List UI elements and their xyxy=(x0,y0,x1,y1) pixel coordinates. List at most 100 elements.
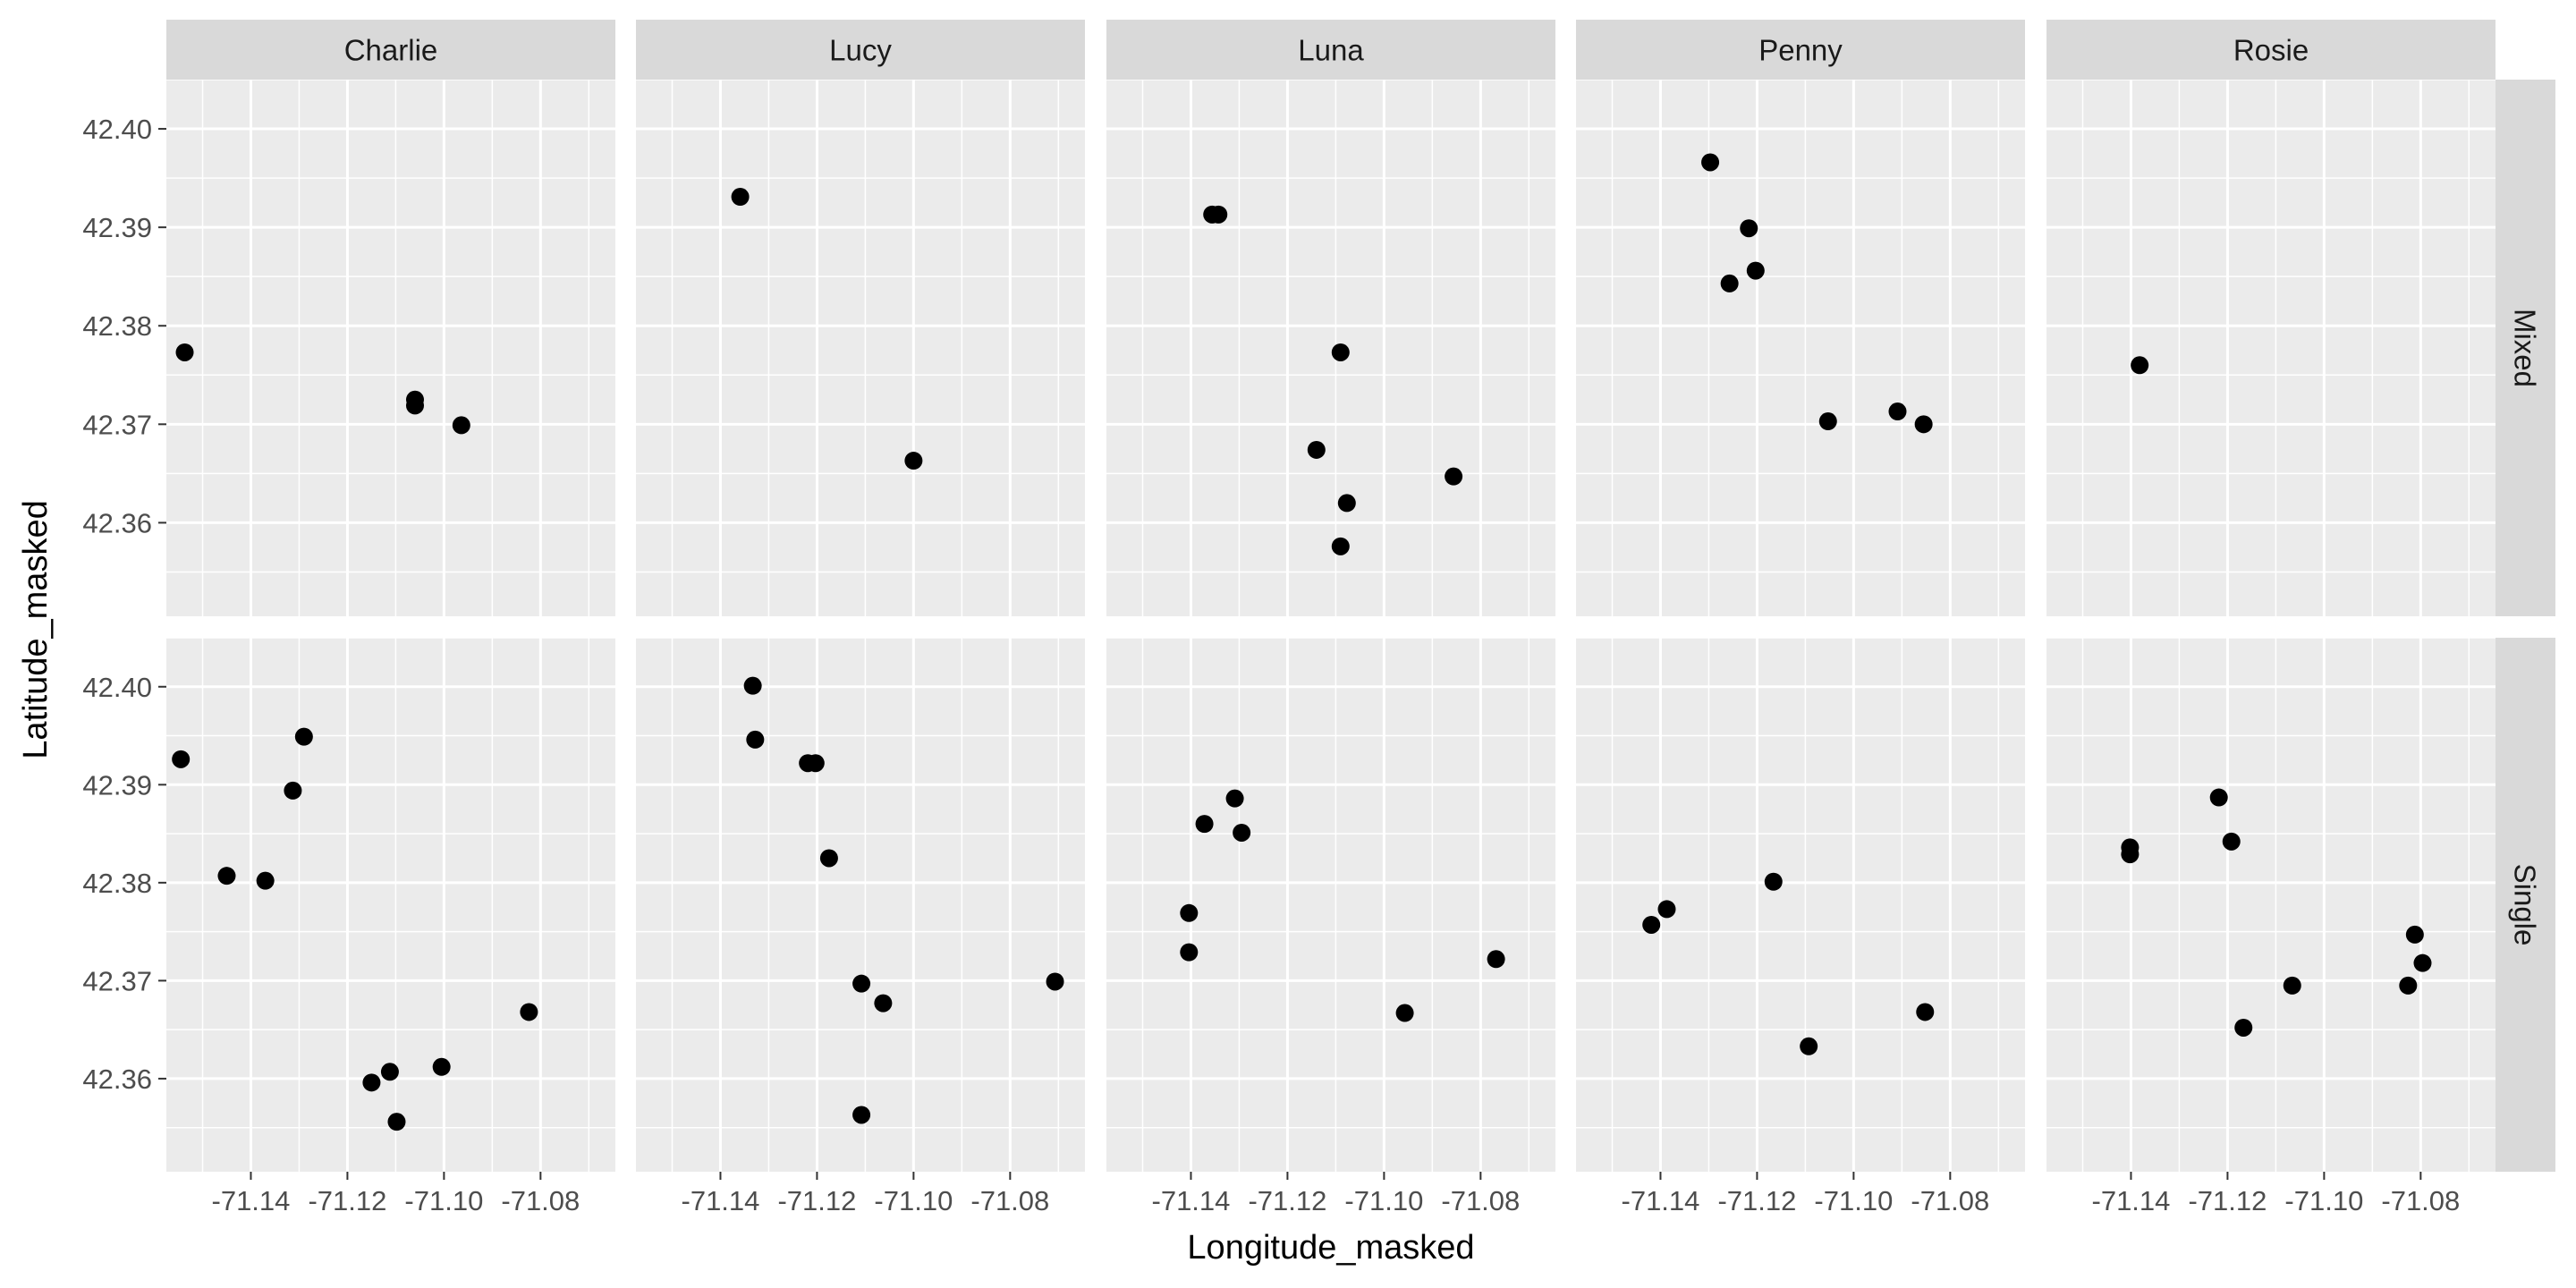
y-tick-label: 42.37 xyxy=(82,965,152,996)
data-point xyxy=(1916,1003,1935,1021)
data-point xyxy=(256,871,275,890)
data-point xyxy=(1701,153,1720,172)
data-point xyxy=(746,730,765,749)
data-point xyxy=(743,676,762,695)
x-tick-label: -71.14 xyxy=(682,1185,760,1216)
panel-luna-single xyxy=(1106,637,1555,1172)
panel-background xyxy=(1576,80,2025,616)
panel-charlie-mixed xyxy=(166,79,615,616)
panel-background xyxy=(166,80,615,616)
strip-background xyxy=(166,20,615,80)
data-point xyxy=(1740,219,1758,238)
y-axis: 42.36 42.37 42.38 42.39 42.40 42.36 42.37 42.38… xyxy=(82,114,166,1095)
panel-background xyxy=(636,638,1085,1172)
x-tick-label: -71.14 xyxy=(1152,1185,1231,1216)
panel-background xyxy=(1106,80,1555,616)
x-tick-label: -71.12 xyxy=(2188,1185,2267,1216)
data-point xyxy=(2209,788,2228,807)
data-point xyxy=(1209,205,1228,224)
strip-label: Rosie xyxy=(2233,34,2309,67)
x-tick-label: -71.08 xyxy=(1911,1185,1989,1216)
data-point xyxy=(452,416,470,435)
data-point xyxy=(1225,789,1244,808)
strip-background xyxy=(2046,20,2496,80)
data-point xyxy=(217,867,236,886)
strip-label: Mixed xyxy=(2509,309,2542,387)
x-tick-label: -71.12 xyxy=(777,1185,856,1216)
data-point xyxy=(2283,976,2301,995)
data-point xyxy=(1657,900,1676,919)
data-point xyxy=(852,974,871,993)
x-axis: -71.14 -71.12 -71.10 -71.08 -71.14 -71.12 -71.… xyxy=(212,1172,2460,1216)
x-tick-label: -71.12 xyxy=(308,1185,386,1216)
data-point xyxy=(2222,832,2241,851)
data-point xyxy=(172,750,191,768)
data-point xyxy=(175,343,194,361)
panel-luna-mixed xyxy=(1106,79,1555,616)
data-point xyxy=(1445,467,1463,486)
data-point xyxy=(1746,261,1765,280)
data-point xyxy=(1195,815,1214,834)
data-point xyxy=(2121,845,2140,864)
x-tick-label: -71.10 xyxy=(874,1185,953,1216)
data-point xyxy=(806,754,825,773)
data-point xyxy=(1046,972,1064,991)
strip-charlie: Charlie xyxy=(166,20,615,80)
x-axis-title: Longitude_masked xyxy=(1187,1229,1474,1267)
x-tick-label: -71.08 xyxy=(970,1185,1049,1216)
y-tick-label: 42.38 xyxy=(82,868,152,899)
panel-background xyxy=(2046,638,2496,1172)
y-tick-label: 42.36 xyxy=(82,1063,152,1095)
data-point xyxy=(1307,440,1326,459)
data-point xyxy=(362,1073,381,1092)
x-tick-label: -71.08 xyxy=(1441,1185,1520,1216)
x-tick-label: -71.12 xyxy=(1717,1185,1796,1216)
strip-background xyxy=(1106,20,1555,80)
data-point xyxy=(294,727,313,746)
panel-lucy-mixed xyxy=(636,79,1085,616)
data-point xyxy=(1487,950,1505,969)
panel-background xyxy=(2046,80,2496,616)
data-point xyxy=(904,452,923,470)
data-point xyxy=(1818,412,1837,431)
data-point xyxy=(2234,1018,2253,1037)
x-tick-label: -71.08 xyxy=(501,1185,580,1216)
x-tick-label: -71.10 xyxy=(2284,1185,2363,1216)
strip-luna: Luna xyxy=(1106,20,1555,80)
data-point xyxy=(874,994,893,1013)
strip-label: Luna xyxy=(1298,34,1364,67)
data-point xyxy=(1395,1004,1414,1022)
data-point xyxy=(819,849,838,868)
panel-background xyxy=(166,638,615,1172)
x-tick-label: -71.14 xyxy=(212,1185,291,1216)
strip-background xyxy=(2496,80,2555,616)
panel-rosie-single xyxy=(2046,637,2496,1172)
data-point xyxy=(1642,915,1661,934)
x-tick-label: -71.14 xyxy=(1622,1185,1700,1216)
panel-penny-single xyxy=(1576,637,2025,1172)
y-tick-label: 42.39 xyxy=(82,212,152,243)
data-point xyxy=(2131,356,2149,375)
strip-label: Charlie xyxy=(344,34,438,67)
data-point xyxy=(432,1057,451,1076)
x-tick-label: -71.10 xyxy=(1814,1185,1893,1216)
y-tick-label: 42.39 xyxy=(82,769,152,801)
panel-lucy-single xyxy=(636,637,1085,1172)
panel-charlie-single xyxy=(166,637,615,1172)
strip-background xyxy=(1576,20,2025,80)
x-tick-label: -71.08 xyxy=(2381,1185,2460,1216)
data-point xyxy=(852,1106,871,1124)
data-point xyxy=(1337,494,1356,513)
facet-strips: Charlie Lucy Luna Penny Rosie Mixed Single xyxy=(166,20,2555,1172)
data-point xyxy=(380,1063,399,1081)
strip-label: Single xyxy=(2509,864,2542,946)
y-tick-label: 42.36 xyxy=(82,507,152,538)
x-tick-label: -71.10 xyxy=(404,1185,483,1216)
panel-background xyxy=(1576,638,2025,1172)
y-axis-title: Latitude_masked xyxy=(17,500,55,758)
strip-background xyxy=(636,20,1085,80)
data-point xyxy=(2405,925,2424,944)
strip-single: Single xyxy=(2496,638,2555,1172)
y-tick-label: 42.37 xyxy=(82,409,152,440)
